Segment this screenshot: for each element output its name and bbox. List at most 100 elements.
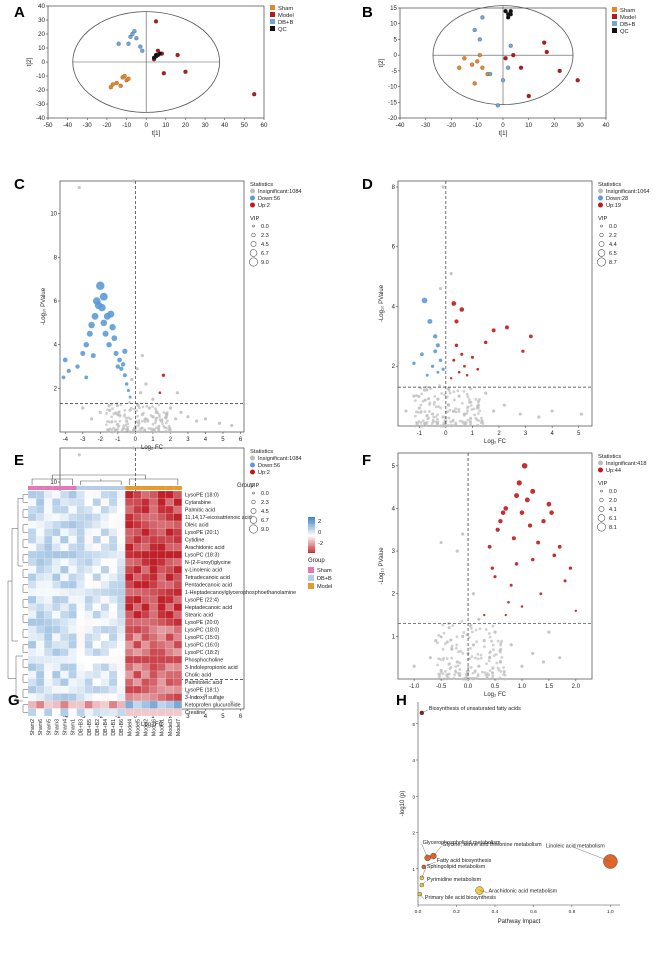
heatmap-g-heat-cell — [52, 633, 61, 642]
volcano-c-insignificant-point — [147, 406, 151, 410]
heatmap-g-heat-cell — [149, 708, 158, 717]
volcano-f-up-point — [552, 553, 557, 558]
volcano-f-up-point — [483, 613, 486, 617]
volcano-d-up-point — [470, 355, 474, 359]
volcano-d-vip-marker — [600, 224, 603, 228]
volcano-e-legend-label: Down:56 — [258, 463, 280, 469]
heatmap-g-heat-cell — [108, 580, 118, 589]
heatmap-g-heat-cell — [100, 498, 110, 507]
volcano-d-insignificant-point — [466, 409, 469, 413]
volcano-f-insignificant-point — [454, 670, 458, 674]
heatmap-g-heat-cell — [149, 535, 158, 544]
pathway-h-pathway-leader — [421, 880, 426, 886]
volcano-c-insignificant-point — [143, 428, 147, 432]
heatmap-g-heat-cell — [84, 573, 93, 582]
volcano-f-insignificant-point — [487, 632, 491, 635]
volcano-e-vip-label: 4.5 — [261, 509, 269, 515]
heatmap-g-heat-cell — [165, 558, 174, 567]
volcano-f-insignificant-point — [491, 667, 495, 671]
heatmap-g-heat-cell — [92, 543, 101, 552]
heatmap-g-heat-cell — [44, 535, 53, 544]
volcano-c-down-point — [92, 297, 101, 305]
pathway-h-y-tick-label: 5 — [412, 722, 415, 728]
heatmap-g-row-label: Phosphocholine — [185, 658, 223, 664]
volcano-c-vip-marker — [252, 224, 255, 228]
volcano-f-insignificant-point — [491, 624, 495, 628]
volcano-f-insignificant-point — [471, 643, 476, 647]
heatmap-g-heat-cell — [149, 625, 158, 634]
pca-a-point-model — [175, 52, 180, 58]
heatmap-g-heat-cell — [165, 528, 174, 537]
volcano-f-insignificant-point — [492, 654, 496, 658]
volcano-d-vip-marker — [597, 249, 606, 257]
volcano-f-up-point — [498, 519, 503, 524]
volcano-d-down-point — [421, 297, 428, 304]
heatmap-g-heat-cell — [100, 700, 110, 709]
heatmap-g-heat-cell — [125, 595, 134, 604]
volcano-c-x-tick-label: 2 — [169, 437, 173, 443]
heatmap-g-heat-cell — [117, 505, 126, 514]
heatmap-g-heat-cell — [125, 700, 134, 709]
pca-a-point-model — [161, 71, 166, 76]
heatmap-g-heat-cell — [173, 595, 182, 604]
heatmap-g-heat-cell — [117, 655, 126, 664]
heatmap-g-heat-cell — [108, 708, 118, 717]
volcano-c-insignificant-point — [156, 411, 160, 414]
volcano-e-insignificant-point — [132, 446, 136, 450]
volcano-f-insignificant-point — [477, 617, 481, 621]
volcano-d-insignificant-point — [475, 418, 479, 422]
heatmap-g-row-label: LysoPC (16:0) — [185, 643, 219, 649]
volcano-f-insignificant-point — [442, 656, 445, 660]
heatmap-g-heat-cell — [100, 543, 110, 552]
heatmap-g-heat-cell — [173, 633, 182, 642]
volcano-f-vip-label: 2.0 — [609, 498, 617, 504]
volcano-d-up-point — [460, 352, 464, 356]
volcano-f-insignificant-point — [467, 677, 471, 681]
volcano-c-down-point — [120, 362, 126, 367]
heatmap-g-heat-cell — [60, 670, 69, 679]
heatmap-g-heat-cell — [173, 535, 182, 544]
volcano-f-up-point — [574, 609, 578, 612]
volcano-f-insignificant-point — [471, 671, 475, 675]
heatmap-g-heat-cell — [157, 610, 166, 619]
heatmap-g-heat-cell — [141, 618, 150, 627]
volcano-c-legend-label: Insignificant:1084 — [258, 189, 302, 195]
volcano-c-insignificant-point — [81, 406, 85, 410]
heatmap-g-heat-cell — [52, 498, 61, 507]
volcano-c-insignificant-point — [139, 391, 143, 395]
heatmap-g-color-scale-segment — [308, 523, 315, 525]
heatmap-g-heat-cell — [60, 543, 69, 552]
volcano-c-insignificant-point — [121, 428, 125, 432]
heatmap-g-heat-cell — [141, 580, 150, 589]
volcano-f-insignificant-point — [499, 669, 503, 673]
heatmap-g-heat-cell — [108, 633, 118, 642]
volcano-c-insignificant-point — [124, 416, 128, 420]
heatmap-g-heat-cell — [68, 640, 77, 649]
volcano-f-insignificant-point — [487, 659, 491, 663]
heatmap-g-heat-cell — [27, 693, 37, 702]
volcano-f-x-tick-label: 1.0 — [518, 684, 527, 690]
pca-b-point-sham — [462, 56, 467, 61]
volcano-c-insignificant-point — [107, 420, 111, 424]
heatmap-g-group-bar-cell — [125, 486, 134, 490]
volcano-d-insignificant-point — [443, 393, 446, 397]
volcano-c-down-point — [122, 348, 128, 354]
volcano-d-insignificant-point — [480, 416, 483, 420]
heatmap-g-group-bar-cell — [84, 486, 93, 490]
heatmap-g-heat-cell — [60, 565, 69, 574]
heatmap-g-heat-cell — [76, 610, 85, 619]
heatmap-g-heat-cell — [117, 513, 126, 522]
heatmap-g-heat-cell — [60, 633, 69, 642]
heatmap-g-heat-cell — [36, 603, 45, 612]
heatmap-g-heat-cell — [157, 528, 166, 537]
pca-b-point-model — [575, 78, 580, 83]
volcano-d-x-tick-label: -1 — [417, 431, 423, 437]
volcano-c-down-point — [124, 382, 129, 386]
volcano-e-x-tick-label: -2 — [98, 714, 104, 720]
heatmap-g-heat-cell — [100, 505, 110, 514]
heatmap-g-heat-cell — [76, 663, 85, 672]
volcano-f-insignificant-point — [471, 592, 476, 596]
volcano-d-insignificant-point — [457, 410, 461, 413]
heatmap-g-heat-cell — [52, 588, 61, 597]
volcano-d-up-point — [491, 328, 496, 333]
